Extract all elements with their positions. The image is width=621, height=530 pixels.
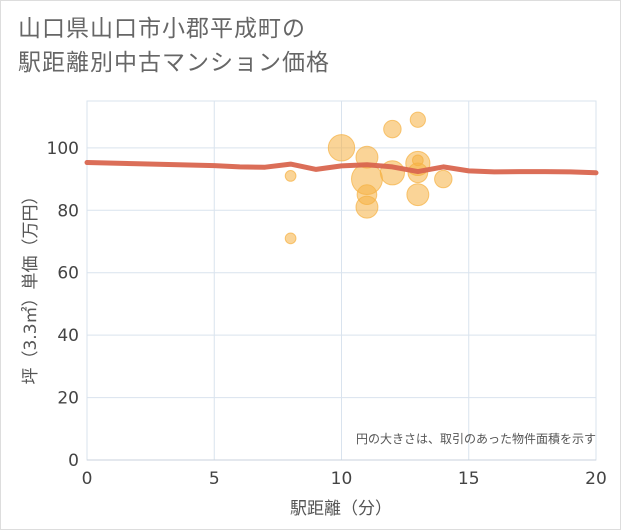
data-point (327, 134, 356, 162)
data-point (434, 169, 453, 189)
axes: 0 20 40 60 80 100 0 5 10 15 20 (47, 139, 607, 489)
x-tick-label: 0 (82, 469, 93, 489)
x-tick-label: 10 (331, 469, 353, 489)
y-tick-label: 0 (68, 451, 79, 471)
x-tick-label: 15 (458, 469, 480, 489)
y-axis-label: 坪（3.3㎡）単価（万円） (21, 187, 41, 384)
y-tick-label: 80 (57, 201, 79, 221)
bubble-size-note: 円の大きさは、取引のあった物件面積を示す (356, 431, 596, 446)
y-tick-label: 60 (57, 264, 79, 284)
trend-series (84, 160, 599, 176)
y-tick-label: 40 (57, 326, 79, 346)
data-point (355, 195, 379, 219)
data-point (406, 183, 430, 207)
x-tick-label: 5 (209, 469, 220, 489)
average-line (84, 160, 599, 176)
x-axis-label: 駅距離（分） (290, 499, 392, 519)
x-tick-label: 20 (585, 469, 607, 489)
data-point (284, 232, 297, 245)
chart-title-line-1: 山口県山口市小郡平成町の (18, 16, 306, 42)
y-tick-label: 100 (47, 139, 79, 159)
chart-title: 山口県山口市小郡平成町の 駅距離別中古マンション価格 (18, 12, 330, 80)
bubble-series (284, 111, 453, 245)
chart-title-line-2: 駅距離別中古マンション価格 (18, 50, 330, 76)
data-point (409, 111, 426, 128)
data-point (383, 119, 402, 139)
y-tick-label: 20 (57, 389, 79, 409)
data-point (284, 170, 297, 182)
